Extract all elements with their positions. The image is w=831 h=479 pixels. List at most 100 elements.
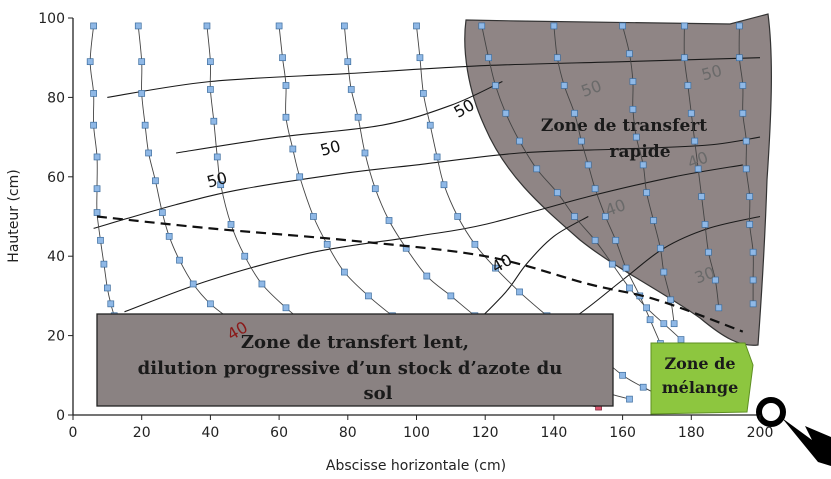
x-tick-label-2: 40 (201, 425, 219, 441)
point-6-4 (516, 137, 523, 145)
y-tick-label-3: 60 (47, 170, 65, 186)
point-6-7 (571, 213, 578, 220)
point-6-9 (608, 260, 616, 268)
point-9-9 (711, 276, 719, 284)
outlet-arrow (782, 418, 831, 466)
point-8-4 (632, 133, 640, 141)
point-5-3 (426, 121, 434, 129)
point-0-2 (90, 90, 97, 97)
point-2-3 (210, 117, 218, 125)
point-8-3 (629, 105, 637, 113)
point-4-15 (626, 395, 633, 403)
point-9-0 (681, 22, 688, 30)
point-10-4 (742, 137, 750, 145)
point-7-8 (612, 236, 620, 244)
threshold-line (96, 215, 744, 333)
zone-mixing: Zone de mélange (650, 342, 754, 415)
point-3-1 (279, 54, 286, 62)
zone-slow-box (96, 313, 614, 407)
point-1-8 (176, 256, 183, 264)
flow-path-6 (481, 25, 709, 372)
point-6-12 (660, 320, 668, 328)
point-2-2 (207, 86, 214, 93)
zone-rapid-area (464, 13, 772, 346)
point-1-6 (158, 209, 166, 216)
point-6-13 (677, 336, 685, 343)
x-axis-title: Abscisse horizontale (cm) (326, 458, 506, 474)
point-1-7 (165, 233, 173, 240)
point-10-5 (742, 165, 750, 173)
point-9-7 (701, 221, 709, 228)
x-tick-label-0: 0 (69, 425, 78, 441)
zone-mixing-box (650, 342, 754, 415)
point-0-9 (103, 284, 111, 292)
y-tick-label-2: 40 (47, 249, 65, 265)
point-5-9 (516, 288, 523, 296)
point-6-1 (485, 54, 492, 62)
point-2-9 (282, 304, 290, 312)
point-10-2 (739, 82, 747, 89)
point-1-4 (145, 149, 152, 157)
point-8-11 (670, 320, 678, 328)
point-5-8 (492, 264, 499, 272)
point-0-4 (93, 153, 101, 161)
point-4-6 (385, 217, 393, 224)
point-9-6 (698, 193, 705, 200)
point-0-6 (93, 209, 101, 216)
point-7-1 (553, 54, 561, 62)
point-10-1 (736, 54, 743, 62)
point-5-2 (420, 90, 427, 97)
point-9-10 (715, 304, 723, 312)
point-2-6 (227, 221, 235, 228)
threshold-dashed-line (96, 215, 744, 333)
zone-slow-label-2: sol (364, 383, 393, 404)
point-8-6 (643, 189, 650, 197)
point-1-5 (152, 177, 159, 185)
point-7-5 (584, 161, 592, 169)
point-0-10 (107, 300, 115, 308)
outlet-icon (756, 397, 831, 466)
point-6-8 (591, 236, 599, 244)
point-0-3 (90, 121, 97, 129)
point-8-0 (619, 22, 626, 30)
point-7-4 (578, 137, 585, 145)
point-5-14 (639, 383, 647, 391)
contour-label-3: 40 (488, 250, 515, 277)
zone-slow-transfer: Zone de transfert lent, dilution progress… (96, 313, 614, 407)
contour-label-5: 50 (699, 61, 724, 85)
point-5-4 (433, 153, 441, 161)
contour-line-2 (93, 136, 761, 229)
point-0-0 (90, 22, 97, 30)
point-5-0 (413, 22, 420, 30)
point-1-1 (138, 58, 146, 66)
contour-label-1: 50 (318, 136, 343, 160)
point-2-5 (217, 181, 225, 189)
point-1-0 (134, 22, 142, 30)
point-5-1 (416, 54, 424, 62)
x-tick-label-4: 80 (339, 425, 357, 441)
point-6-6 (553, 189, 561, 197)
zone-mixing-label-1: mélange (662, 378, 739, 397)
contour-line-0 (107, 57, 761, 98)
point-7-0 (550, 22, 558, 30)
point-4-0 (341, 22, 348, 30)
point-7-9 (622, 264, 630, 272)
point-8-5 (639, 161, 647, 169)
point-10-7 (746, 221, 754, 228)
point-2-7 (241, 252, 249, 260)
point-9-8 (705, 248, 712, 256)
y-tick-label-5: 100 (38, 11, 65, 27)
y-tick-label-1: 20 (47, 329, 65, 345)
point-10-9 (749, 276, 757, 284)
point-10-3 (739, 109, 747, 117)
point-9-5 (694, 165, 702, 173)
point-9-1 (681, 54, 688, 62)
point-5-7 (471, 240, 479, 248)
point-6-0 (478, 22, 486, 30)
point-0-7 (97, 236, 104, 244)
point-10-8 (749, 248, 757, 256)
y-tick-label-0: 0 (56, 408, 65, 424)
point-4-1 (344, 58, 352, 66)
point-3-5 (296, 173, 304, 181)
